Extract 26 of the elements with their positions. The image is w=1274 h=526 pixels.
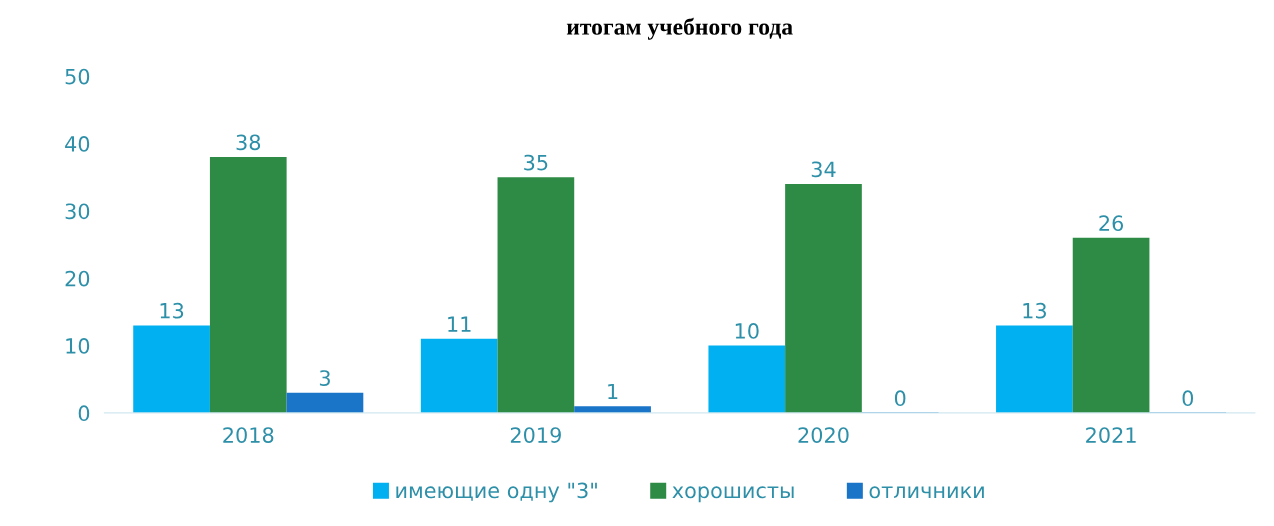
- x-tick-label: 2019: [510, 427, 561, 443]
- y-tick-label: 40: [65, 136, 90, 152]
- legend-label: отличники: [869, 486, 984, 499]
- data-label: 11: [448, 316, 471, 332]
- x-tick-label: 2021: [1086, 427, 1136, 443]
- data-label: 35: [524, 154, 548, 171]
- x-tick-label: 2020: [798, 427, 849, 443]
- data-label: 26: [1099, 215, 1124, 232]
- data-label: 0: [1182, 390, 1194, 407]
- data-label: 13: [1023, 302, 1046, 319]
- data-label: 1: [608, 383, 618, 400]
- y-tick-label: 10: [66, 338, 90, 354]
- legend-label: хорошисты: [672, 486, 794, 503]
- data-label: 3: [319, 370, 330, 386]
- legend-label: имеющие одну "3": [396, 482, 597, 503]
- x-tick-label: 2018: [223, 427, 274, 443]
- y-tick-label: 30: [65, 203, 90, 220]
- y-tick-label: 20: [65, 270, 90, 287]
- y-tick-label: 50: [65, 68, 90, 85]
- data-label: 38: [236, 134, 261, 151]
- data-label: 0: [894, 390, 906, 407]
- data-label: 34: [811, 161, 836, 178]
- chart-title: итогам учебного года: [566, 17, 793, 40]
- data-label: 10: [735, 323, 759, 339]
- y-tick-label: 0: [78, 405, 90, 422]
- data-label: 13: [160, 302, 184, 319]
